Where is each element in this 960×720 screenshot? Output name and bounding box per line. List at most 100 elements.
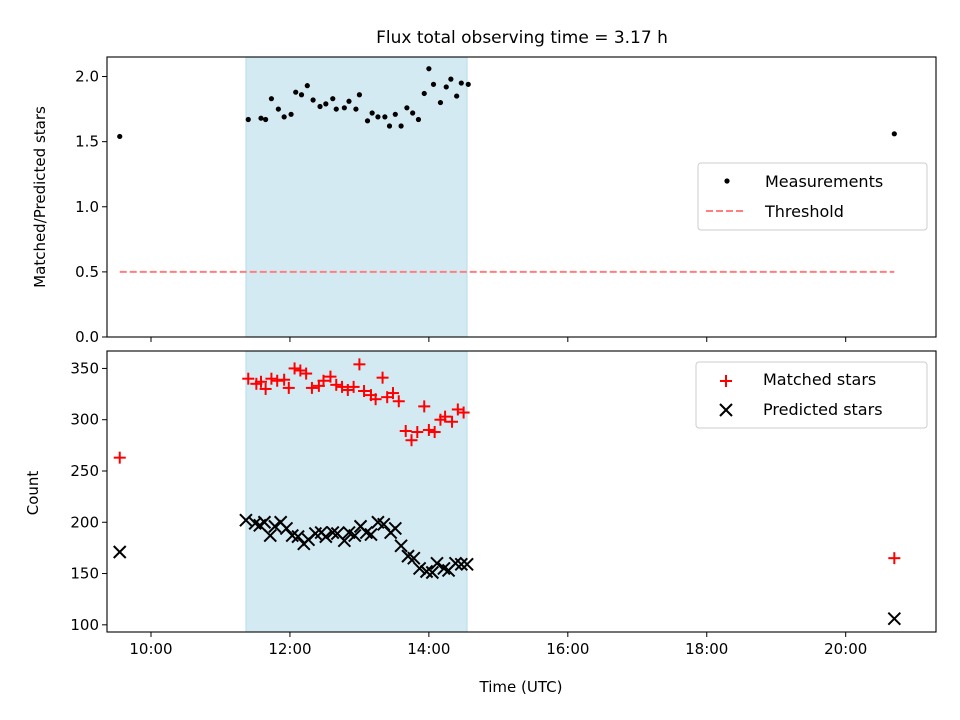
- predicted-point: [263, 528, 277, 543]
- predicted-point: [326, 525, 340, 540]
- measurement-point: [421, 90, 427, 97]
- measurement-point: [382, 114, 388, 120]
- matched-point: [300, 367, 313, 380]
- matched-point: [376, 371, 389, 384]
- predicted-point: [430, 556, 444, 570]
- ratio-y-ticks: 0.0 0.5 1.0 1.5 2.0: [75, 68, 107, 346]
- predicted-point: [460, 557, 474, 572]
- predicted-point: [454, 557, 469, 572]
- predicted-point: [407, 551, 421, 565]
- predicted-point: [257, 515, 272, 529]
- ratio-x-ticks: [150, 337, 847, 342]
- measurement-point: [426, 66, 432, 72]
- matched-point: [305, 381, 318, 394]
- measurement-point: [304, 83, 310, 89]
- matched-point: [265, 372, 278, 385]
- legend-marker-measurements: [724, 178, 730, 184]
- predicted-point: [394, 539, 408, 553]
- predicted-point: [239, 513, 253, 527]
- predicted-point: [887, 611, 902, 626]
- measurement-point: [891, 131, 897, 137]
- measurement-point: [386, 123, 393, 129]
- measurement-point: [117, 133, 123, 140]
- matched-point: [324, 370, 337, 383]
- legend-marker-matched: [720, 375, 732, 387]
- ratio-plot-frame: [106, 56, 937, 338]
- legend-label-measurements: Measurements: [765, 172, 883, 191]
- legend-label-threshold: Threshold: [764, 202, 844, 221]
- measurement-point: [258, 115, 264, 121]
- legend-label-matched: Matched stars: [763, 370, 876, 389]
- measurement-point: [392, 111, 398, 117]
- matched-point: [347, 380, 360, 393]
- matched-point: [254, 375, 267, 388]
- matched-point: [446, 415, 459, 428]
- measurement-point: [369, 110, 375, 116]
- matched-point: [330, 378, 343, 391]
- count-y-axis-label: Count: [24, 471, 42, 516]
- measurement-point: [333, 106, 339, 112]
- y-tick-label: 1.5: [75, 133, 99, 151]
- measurement-point: [398, 123, 404, 129]
- ratio-legend: Measurements Threshold: [697, 162, 928, 231]
- predicted-point: [412, 561, 427, 576]
- matched-point: [288, 362, 301, 375]
- measurement-point: [443, 84, 449, 90]
- ratio-panel: 0.00.51.01.52.0 Matched/Predicted stars …: [31, 56, 937, 346]
- matched-point: [358, 384, 371, 397]
- measurement-point: [465, 81, 471, 87]
- predicted-point: [268, 519, 282, 534]
- predicted-point: [319, 529, 333, 544]
- matched-point: [271, 374, 284, 387]
- measurement-point: [364, 118, 371, 124]
- y-tick-label: 200: [70, 513, 99, 531]
- matched-point: [418, 400, 431, 413]
- count-legend-box: [695, 361, 928, 429]
- y-tick-label: 100: [70, 616, 99, 634]
- x-tick-label: 10:00: [129, 640, 172, 658]
- matched-point: [353, 358, 366, 371]
- matched-point: [369, 393, 382, 406]
- measurement-point: [293, 89, 299, 95]
- matched-point: [392, 395, 405, 408]
- matched-point: [242, 372, 255, 385]
- ratio-y-axis-label: Matched/Predicted stars: [31, 106, 49, 288]
- ratio-shaded-span: [245, 56, 468, 338]
- count-legend: Matched stars Predicted stars: [695, 361, 928, 429]
- x-tick-label: 20:00: [824, 640, 867, 658]
- ratio-series: [117, 66, 897, 273]
- measurement-point: [310, 97, 316, 103]
- measurement-point: [353, 106, 359, 112]
- matched-point: [386, 387, 399, 400]
- measurement-point: [448, 76, 454, 82]
- predicted-point: [337, 534, 352, 548]
- x-tick-label: 12:00: [268, 640, 311, 658]
- matched-point: [411, 426, 424, 439]
- measurement-point: [430, 81, 437, 87]
- ratio-legend-box: [697, 162, 928, 231]
- matched-point: [422, 423, 435, 436]
- measurement-point: [437, 99, 444, 106]
- matched-point: [399, 424, 412, 437]
- matched-point: [888, 552, 901, 565]
- measurement-point: [404, 105, 410, 111]
- measurement-point: [288, 111, 294, 117]
- matched-point: [457, 406, 470, 419]
- measurement-point: [275, 106, 281, 112]
- measurement-point: [410, 110, 416, 116]
- measurement-point: [330, 96, 336, 102]
- y-tick-label: 1.0: [75, 198, 99, 216]
- measurement-point: [268, 96, 275, 102]
- count-x-ticks: 10:00 12:00 14:00 16:00 18:00 20:00: [129, 632, 867, 658]
- predicted-point: [348, 528, 362, 543]
- measurement-point: [341, 105, 347, 111]
- x-tick-label: 18:00: [685, 640, 728, 658]
- measurement-point: [263, 116, 269, 123]
- matched-point: [317, 374, 330, 387]
- y-tick-label: 0.0: [75, 328, 99, 346]
- x-tick-label: 16:00: [546, 640, 589, 658]
- matched-point: [278, 373, 291, 386]
